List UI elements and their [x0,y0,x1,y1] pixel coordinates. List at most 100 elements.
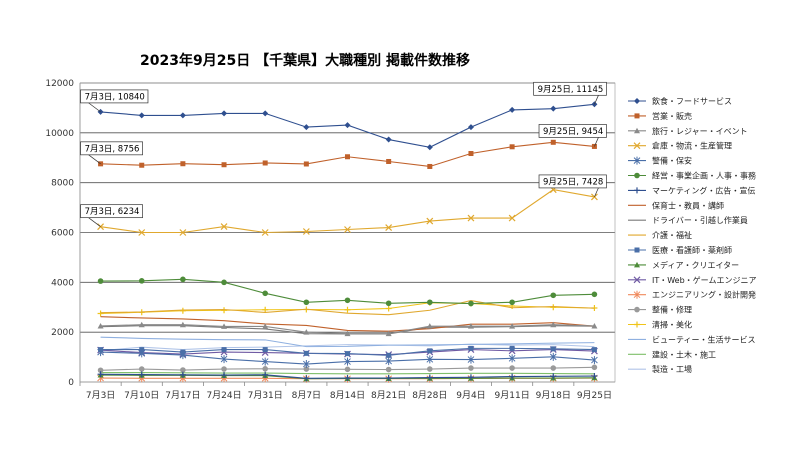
data-point [345,351,350,357]
data-point [509,365,515,371]
data-point [179,112,186,119]
callout-box [538,174,607,189]
x-tick-label: 7月17日 [165,390,200,401]
x-tick-label: 9月18日 [536,390,571,401]
data-point [385,366,392,373]
data-point [467,374,474,381]
legend-label: ドライバー・引越し作業員 [652,215,748,225]
data-point [179,321,186,328]
data-point [426,374,433,381]
legend-label: メディア・クリエイター [652,260,739,270]
data-point [591,373,598,380]
legend-label: 経営・事業企画・人事・事務 [652,171,756,181]
data-point [509,345,515,351]
data-point [467,323,474,329]
x-tick-label: 8月14日 [330,390,365,401]
data-point [468,345,474,351]
callout-label: 7月3日, 8756 [85,144,140,154]
callout-leader [594,187,599,198]
data-point [221,279,227,286]
data-point [344,122,351,129]
legend-marker [634,306,640,313]
data-point [550,105,557,112]
data-point [262,110,269,117]
data-point [508,354,516,363]
data-point [509,299,515,306]
callout-box [538,124,607,138]
data-point [344,226,351,233]
legend-marker [633,156,641,165]
data-point [344,330,351,337]
data-point [344,366,351,373]
data-point [345,154,350,160]
data-point [221,110,228,117]
data-point [221,307,228,314]
data-point [426,217,434,225]
data-point [221,372,228,379]
legend-label: 介護・福祉 [652,230,692,240]
data-point [97,371,104,378]
data-point [303,124,310,131]
data-point [427,366,433,372]
series-line [100,336,595,348]
data-point [385,300,392,307]
data-point [591,364,598,371]
callout-label: 9月25日, 7428 [543,177,603,187]
data-point [344,375,351,382]
series-line [100,316,595,332]
callout-leader [88,102,101,113]
y-tick-label: 6000 [51,229,74,239]
callout-leader [594,137,599,147]
x-tick-label: 8月28日 [412,390,447,401]
data-point [262,290,268,297]
data-point [261,357,269,366]
data-point [97,278,104,284]
series-line [100,299,595,316]
data-point [386,158,392,164]
data-point [138,349,146,358]
data-point [468,151,474,157]
data-point [591,356,598,365]
data-point [303,329,310,335]
legend-label: 警備・保安 [652,156,692,166]
data-point [509,373,516,380]
callout-leader [88,154,101,165]
data-point [138,321,145,328]
legend-marker [634,98,640,104]
legend-label: 建設・土木・施工 [652,349,716,359]
data-point [138,366,145,372]
data-point [220,223,228,230]
callout-box [80,204,143,219]
callout-box [80,141,143,156]
data-point [385,136,392,143]
y-tick-label: 12000 [45,79,74,89]
legend-marker [633,142,641,150]
x-tick-label: 9月11日 [495,390,530,401]
series-line [100,343,595,352]
x-tick-label: 7月10日 [124,390,159,401]
data-point [303,299,310,306]
data-point [302,228,310,235]
data-point [468,300,474,307]
series-line [100,371,595,375]
data-point [179,307,186,314]
data-point [221,162,227,168]
data-point [344,297,351,304]
legend-marker [634,247,640,253]
data-point [262,347,268,353]
legend-label: 医療・看護師・薬剤師 [652,245,732,255]
data-point [302,360,310,369]
data-point [138,229,146,236]
x-tick-label: 9月4日 [456,390,485,401]
data-point [385,330,392,337]
data-point [303,161,309,167]
legend-label: 旅行・レジャー・イベント [652,126,748,136]
data-point [138,278,145,284]
data-point [262,306,269,313]
data-point [179,371,186,378]
data-point [221,323,228,329]
data-point [467,355,475,364]
data-point [550,373,557,380]
data-point [426,323,433,329]
